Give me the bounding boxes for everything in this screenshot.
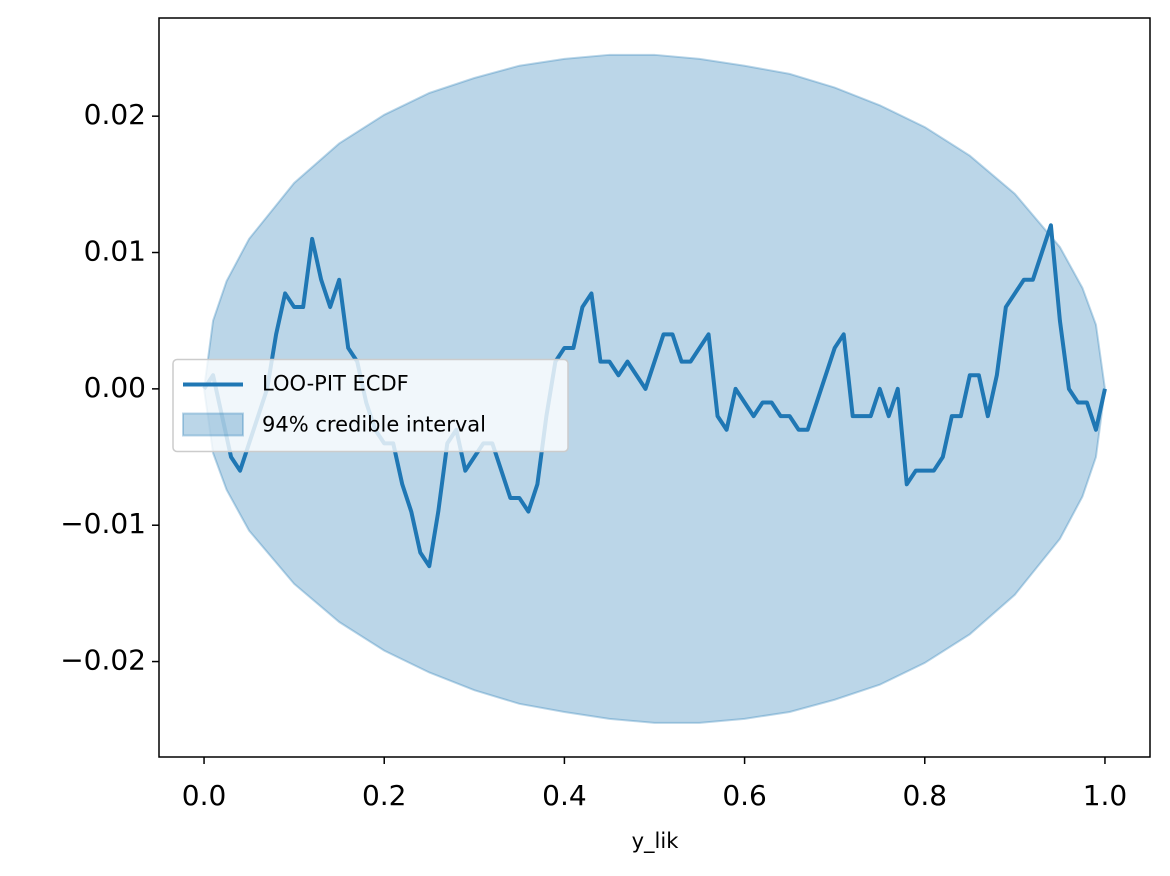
x-tick-label: 0.0 <box>182 779 227 812</box>
y-tick-label: −0.01 <box>60 507 146 540</box>
x-tick-label: 0.6 <box>722 779 767 812</box>
axes-frame <box>158 17 1151 758</box>
y-tick-label: −0.02 <box>60 644 146 677</box>
legend: LOO-PIT ECDF 94% credible interval <box>172 358 569 453</box>
x-axis-label: y_lik <box>632 829 680 854</box>
legend-patch <box>182 412 244 437</box>
y-tick-label: 0.02 <box>84 98 146 131</box>
legend-label: 94% credible interval <box>262 413 486 437</box>
legend-box <box>172 358 569 453</box>
x-tick-label: 0.4 <box>542 779 587 812</box>
ecdf-line <box>202 223 1107 569</box>
x-tick-label: 0.8 <box>903 779 948 812</box>
y-tick-label: 0.00 <box>84 371 146 404</box>
x-tick-label: 0.2 <box>362 779 407 812</box>
legend-label: LOO-PIT ECDF <box>262 372 409 396</box>
x-tick-label: 1.0 <box>1083 779 1128 812</box>
y-tick-label: 0.01 <box>84 235 146 268</box>
